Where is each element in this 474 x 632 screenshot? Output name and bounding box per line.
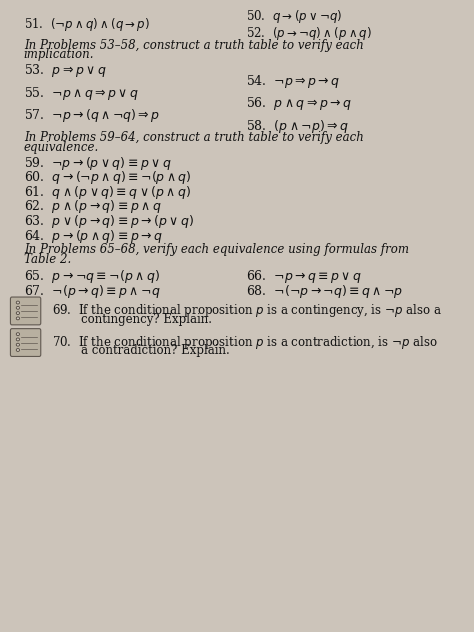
Text: 59.  $\neg p \rightarrow (p \vee q) \equiv p \vee q$: 59. $\neg p \rightarrow (p \vee q) \equi…	[24, 155, 171, 172]
Text: 64.  $p \rightarrow (p \wedge q) \equiv p \rightarrow q$: 64. $p \rightarrow (p \wedge q) \equiv p…	[24, 228, 163, 245]
Text: Table 2.: Table 2.	[24, 253, 71, 266]
Text: 67.  $\neg(p \rightarrow q) \equiv p \wedge \neg q$: 67. $\neg(p \rightarrow q) \equiv p \wed…	[24, 283, 160, 300]
Text: contingency? Explain.: contingency? Explain.	[81, 313, 211, 326]
Text: In Problems 65–68, verify each equivalence using formulas from: In Problems 65–68, verify each equivalen…	[24, 243, 409, 257]
Ellipse shape	[16, 317, 19, 320]
Ellipse shape	[16, 332, 19, 336]
Text: 50.  $q \rightarrow (p \vee \neg q)$: 50. $q \rightarrow (p \vee \neg q)$	[246, 8, 343, 25]
Text: equivalence.: equivalence.	[24, 141, 99, 154]
Text: 66.  $\neg p \rightarrow q \equiv p \vee q$: 66. $\neg p \rightarrow q \equiv p \vee …	[246, 268, 363, 285]
Text: In Problems 59–64, construct a truth table to verify each: In Problems 59–64, construct a truth tab…	[24, 131, 364, 145]
Text: In Problems 53–58, construct a truth table to verify each: In Problems 53–58, construct a truth tab…	[24, 39, 364, 52]
Text: 54.  $\neg p \Rightarrow p \rightarrow q$: 54. $\neg p \Rightarrow p \rightarrow q$	[246, 73, 341, 90]
FancyBboxPatch shape	[10, 297, 41, 325]
Text: 51.  $(\neg p \wedge q) \wedge (q \rightarrow p)$: 51. $(\neg p \wedge q) \wedge (q \righta…	[24, 16, 150, 33]
Text: 57.  $\neg p \rightarrow (q \wedge \neg q) \Rightarrow p$: 57. $\neg p \rightarrow (q \wedge \neg q…	[24, 107, 160, 124]
Text: implication.: implication.	[24, 48, 94, 61]
Text: 70.  If the conditional proposition $p$ is a contradiction, is $\neg p$ also: 70. If the conditional proposition $p$ i…	[52, 334, 438, 351]
Text: 58.  $(p \wedge \neg p) \Rightarrow q$: 58. $(p \wedge \neg p) \Rightarrow q$	[246, 118, 349, 135]
Text: 62.  $p \wedge (p \rightarrow q) \equiv p \wedge q$: 62. $p \wedge (p \rightarrow q) \equiv p…	[24, 198, 161, 216]
Ellipse shape	[16, 301, 19, 304]
Text: 68.  $\neg(\neg p \rightarrow \neg q) \equiv q \wedge \neg p$: 68. $\neg(\neg p \rightarrow \neg q) \eq…	[246, 283, 404, 300]
FancyBboxPatch shape	[10, 329, 41, 356]
Ellipse shape	[16, 338, 19, 341]
Text: 61.  $q \wedge (p \vee q) \equiv q \vee (p \wedge q)$: 61. $q \wedge (p \vee q) \equiv q \vee (…	[24, 184, 191, 201]
Text: 69.  If the conditional proposition $p$ is a contingency, is $\neg p$ also a: 69. If the conditional proposition $p$ i…	[52, 302, 442, 319]
Text: 65.  $p \rightarrow \neg q \equiv \neg(p \wedge q)$: 65. $p \rightarrow \neg q \equiv \neg(p …	[24, 268, 160, 285]
Ellipse shape	[16, 343, 19, 346]
Ellipse shape	[16, 349, 19, 351]
Text: 63.  $p \vee (p \rightarrow q) \equiv p \rightarrow (p \vee q)$: 63. $p \vee (p \rightarrow q) \equiv p \…	[24, 213, 194, 230]
Text: 55.  $\neg p \wedge q \Rightarrow p \vee q$: 55. $\neg p \wedge q \Rightarrow p \vee …	[24, 85, 139, 102]
Text: 60.  $q \rightarrow (\neg p \wedge q) \equiv \neg(p \wedge q)$: 60. $q \rightarrow (\neg p \wedge q) \eq…	[24, 169, 191, 186]
Text: 53.  $p \Rightarrow p \vee q$: 53. $p \Rightarrow p \vee q$	[24, 62, 106, 79]
Text: a contradiction? Explain.: a contradiction? Explain.	[81, 344, 229, 358]
Ellipse shape	[16, 312, 19, 315]
Ellipse shape	[16, 307, 19, 309]
Text: 56.  $p \wedge q \Rightarrow p \rightarrow q$: 56. $p \wedge q \Rightarrow p \rightarro…	[246, 95, 352, 112]
Text: 52.  $(p \rightarrow \neg q) \wedge (p \wedge q)$: 52. $(p \rightarrow \neg q) \wedge (p \w…	[246, 25, 373, 42]
